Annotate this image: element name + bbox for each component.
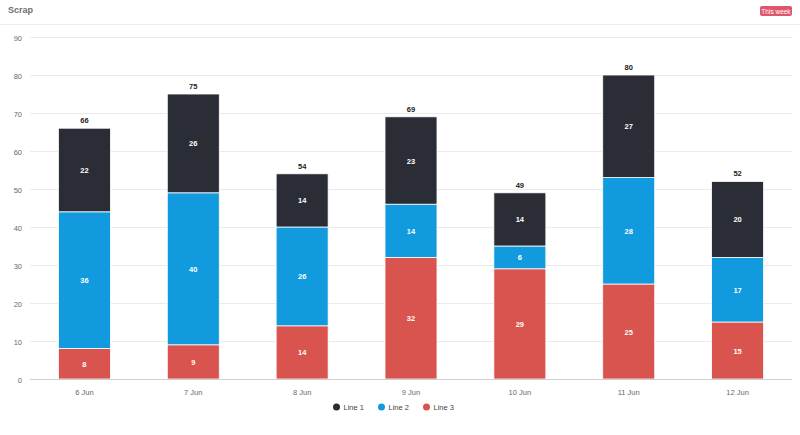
- bar-segment[interactable]: [167, 345, 219, 379]
- x-tick-label: 9 Jun: [402, 388, 420, 397]
- bar-segment[interactable]: [276, 227, 328, 326]
- bar-segment[interactable]: [385, 117, 437, 204]
- legend-label[interactable]: Line 2: [389, 403, 409, 412]
- bar-segment[interactable]: [494, 269, 546, 379]
- bar-segment[interactable]: [385, 204, 437, 257]
- total-label: 49: [516, 181, 524, 190]
- data-label: 8: [82, 360, 86, 369]
- data-label: 14: [298, 196, 307, 205]
- title: Scrap: [8, 5, 34, 15]
- data-label: 40: [189, 265, 197, 274]
- labels: 8 36 22 66 9 40 26 75 14 26 14 54 32 14 23 69 29 6 14 49 25 2…: [80, 63, 741, 369]
- bar-segment[interactable]: [58, 212, 110, 349]
- data-label: 14: [298, 348, 307, 357]
- data-label: 26: [298, 272, 306, 281]
- grid-line: [30, 75, 792, 76]
- y-tick-label: 50: [14, 186, 22, 195]
- total-label: 80: [625, 63, 633, 72]
- bar-segment[interactable]: [603, 75, 655, 178]
- data-label: 36: [80, 276, 88, 285]
- data-label: 29: [516, 320, 524, 329]
- bar-segment[interactable]: [276, 174, 328, 227]
- bar-segment[interactable]: [167, 94, 219, 193]
- y-tick-label: 90: [14, 34, 22, 43]
- bar-segment[interactable]: [494, 246, 546, 269]
- data-label: 27: [625, 122, 633, 131]
- badge-text: This week: [761, 8, 791, 15]
- header-rule: [0, 24, 800, 25]
- data-label: 28: [625, 227, 633, 236]
- bar-segment[interactable]: [494, 193, 546, 246]
- y-tick-label: 40: [14, 224, 22, 233]
- bar-segment[interactable]: [276, 326, 328, 379]
- x-tick-label: 7 Jun: [184, 388, 202, 397]
- data-label: 26: [189, 139, 197, 148]
- y-tick-label: 0: [18, 376, 22, 385]
- bar-segment[interactable]: [712, 322, 764, 379]
- data-label: 14: [407, 227, 416, 236]
- bar-segment[interactable]: [712, 257, 764, 322]
- legend-label[interactable]: Line 3: [434, 403, 454, 412]
- data-label: 17: [733, 286, 741, 295]
- legend-marker[interactable]: [423, 404, 430, 411]
- badge: [760, 6, 792, 16]
- legend-marker[interactable]: [378, 404, 385, 411]
- data-label: 20: [733, 215, 741, 224]
- total-label: 69: [407, 105, 415, 114]
- data-label: 32: [407, 314, 415, 323]
- data-label: 22: [80, 166, 88, 175]
- grid-line: [30, 37, 792, 38]
- bars: [58, 75, 763, 379]
- legend-marker[interactable]: [333, 404, 340, 411]
- bar-segment[interactable]: [603, 284, 655, 379]
- bar-segment[interactable]: [603, 178, 655, 284]
- total-label: 75: [189, 82, 197, 91]
- total-label: 54: [298, 162, 307, 171]
- y-tick-label: 10: [14, 338, 22, 347]
- data-label: 6: [518, 253, 522, 262]
- data-label: 23: [407, 157, 415, 166]
- data-label: 14: [516, 215, 525, 224]
- chart-container: ScrapThis week01020304050607080908362266…: [0, 0, 800, 435]
- chart-svg: ScrapThis week01020304050607080908362266…: [0, 0, 800, 435]
- data-label: 25: [625, 328, 633, 337]
- bar-segment[interactable]: [58, 128, 110, 212]
- y-tick-label: 30: [14, 262, 22, 271]
- x-tick-label: 12 Jun: [726, 388, 749, 397]
- bar-segment[interactable]: [385, 257, 437, 379]
- grid-line: [30, 379, 792, 380]
- data-label: 9: [191, 358, 195, 367]
- y-tick-label: 60: [14, 148, 22, 157]
- y-tick-label: 80: [14, 72, 22, 81]
- bar-segment[interactable]: [167, 193, 219, 345]
- data-label: 15: [733, 347, 741, 356]
- legend: Line 1 Line 2 Line 3: [333, 403, 454, 412]
- x-tick-label: 11 Jun: [618, 388, 640, 397]
- bar-segment[interactable]: [712, 181, 764, 257]
- total-label: 66: [80, 116, 88, 125]
- x-tick-label: 6 Jun: [75, 388, 93, 397]
- y-tick-label: 70: [14, 110, 22, 119]
- x-tick-label: 10 Jun: [509, 388, 532, 397]
- total-label: 52: [733, 169, 741, 178]
- bar-segment[interactable]: [58, 349, 110, 379]
- legend-label[interactable]: Line 1: [344, 403, 364, 412]
- y-tick-label: 20: [14, 300, 22, 309]
- x-tick-label: 8 Jun: [293, 388, 311, 397]
